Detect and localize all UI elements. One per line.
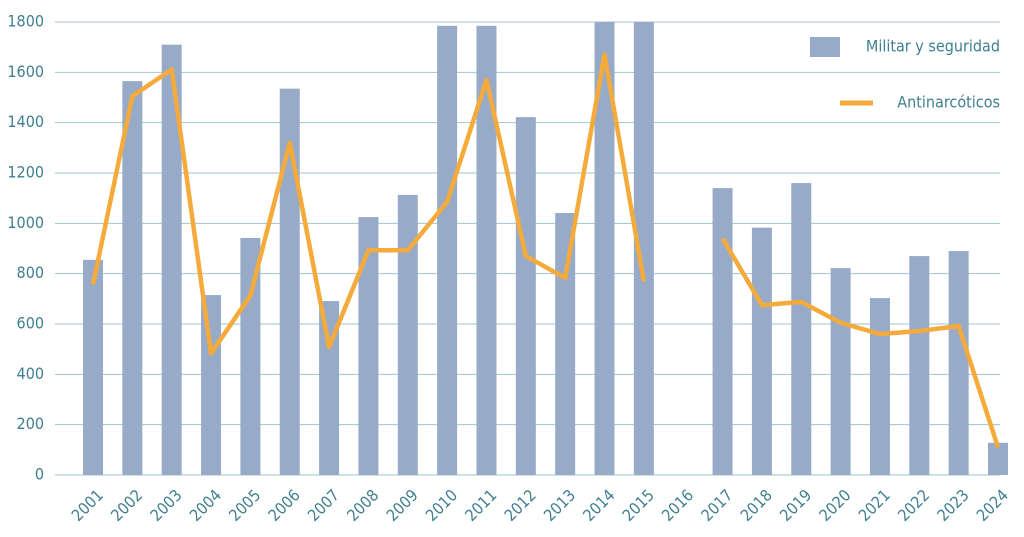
x-tick-label: 2008 — [343, 486, 382, 525]
bar — [240, 237, 261, 475]
bar — [948, 251, 969, 475]
bar — [555, 213, 576, 475]
bar — [437, 25, 458, 476]
x-tick-label: 2005 — [225, 486, 264, 525]
bar — [869, 298, 890, 475]
y-tick-label: 800 — [17, 263, 44, 282]
x-tick-label: 2009 — [382, 486, 421, 525]
x-tick-label: 2013 — [540, 486, 579, 525]
x-tick-label: 2002 — [107, 486, 146, 525]
bar — [830, 268, 851, 475]
x-tick-label: 2015 — [619, 486, 658, 525]
bar — [909, 256, 930, 475]
x-tick-label: 2014 — [579, 486, 618, 525]
bar — [633, 22, 654, 475]
x-tick-label: 2016 — [658, 486, 697, 525]
x-tick-label: 2012 — [501, 486, 540, 525]
bar — [83, 259, 103, 475]
y-tick-label: 1400 — [7, 112, 44, 131]
x-tick-label: 2017 — [697, 486, 736, 525]
x-tick-label: 2021 — [855, 486, 894, 525]
bar — [594, 22, 615, 475]
x-tick-label: 2023 — [933, 486, 972, 525]
bar — [122, 81, 143, 476]
x-tick-label: 2007 — [304, 486, 343, 525]
y-tick-label: 400 — [17, 364, 44, 383]
y-tick-label: 600 — [17, 314, 44, 333]
x-tick-label: 2006 — [264, 486, 303, 525]
bar — [476, 25, 497, 476]
line — [90, 52, 1001, 449]
y-tick-label: 1800 — [7, 12, 44, 31]
legend-label: Militar y seguridad — [866, 37, 1000, 56]
bar — [988, 442, 1008, 475]
y-tick-label: 1200 — [7, 163, 44, 182]
legend-label: Antinarcóticos — [897, 93, 1000, 112]
x-tick-label: 2022 — [894, 486, 933, 525]
y-tick-label: 0 — [35, 465, 44, 484]
x-tick-label: 2019 — [776, 486, 815, 525]
y-tick-label: 1600 — [7, 62, 44, 81]
bar — [319, 301, 340, 475]
y-tick-label: 1000 — [7, 213, 44, 232]
x-tick-label: 2011 — [461, 486, 500, 525]
x-tick-label: 2010 — [422, 486, 461, 525]
x-tick-label: 2018 — [737, 486, 776, 525]
y-tick-label: 200 — [17, 414, 44, 433]
bar — [201, 295, 222, 475]
x-tick-label: 2024 — [973, 486, 1012, 525]
legend-swatch — [810, 37, 840, 57]
x-tick-label: 2003 — [146, 486, 185, 525]
x-tick-label: 2020 — [815, 486, 854, 525]
bar — [712, 188, 733, 475]
bar — [358, 217, 379, 475]
bar — [791, 183, 812, 476]
bar — [515, 117, 536, 475]
bar — [397, 194, 418, 475]
bar — [279, 88, 300, 476]
x-tick-label: 2001 — [68, 486, 107, 525]
bar — [751, 227, 772, 475]
x-tick-label: 2004 — [186, 486, 225, 525]
bar — [161, 44, 182, 476]
